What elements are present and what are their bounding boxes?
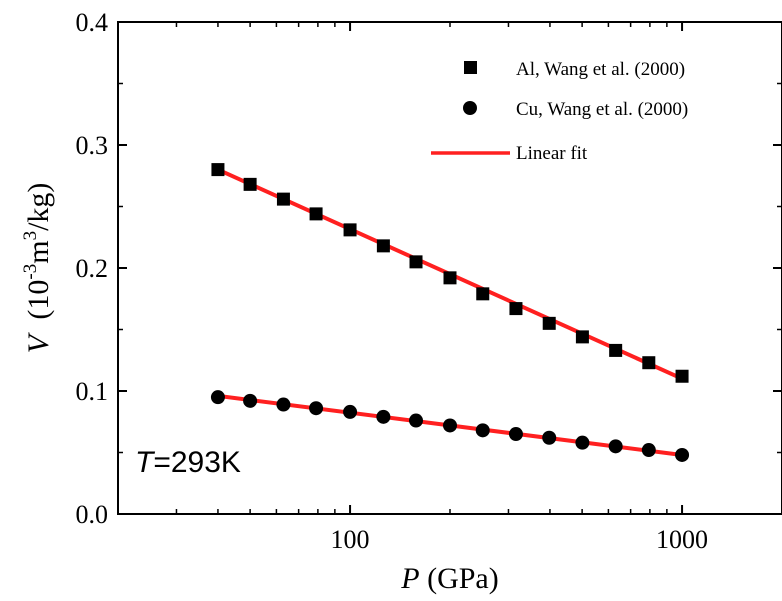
data-point-al xyxy=(276,192,290,206)
data-point-cu xyxy=(508,427,523,442)
y-axis-title: V (10-3m3/kg) xyxy=(20,183,55,354)
minor-ticks xyxy=(118,22,782,514)
data-point-al xyxy=(542,316,556,330)
data-point-al xyxy=(409,255,423,269)
y-tick-label: 0.1 xyxy=(76,377,109,406)
data-point-cu xyxy=(542,430,557,445)
data-markers xyxy=(210,163,690,462)
fit-lines xyxy=(215,167,685,457)
plot-frame xyxy=(117,21,782,515)
x-axis-var: P xyxy=(400,562,419,595)
y-tick-label: 0.2 xyxy=(76,254,109,283)
annotation-var: T xyxy=(135,446,156,479)
data-point-al xyxy=(211,163,225,177)
data-point-cu xyxy=(475,423,490,438)
data-point-cu xyxy=(309,401,324,416)
y-axis-var: V xyxy=(22,331,55,353)
data-point-cu xyxy=(243,393,258,408)
data-point-al xyxy=(675,369,689,383)
y-axis-sup1: -3 xyxy=(20,264,41,280)
data-point-al xyxy=(476,287,490,301)
data-point-al xyxy=(309,207,323,221)
legend-marker-square xyxy=(464,61,477,74)
data-point-cu xyxy=(675,447,690,462)
data-point-al xyxy=(443,271,457,285)
x-tick-label: 100 xyxy=(331,525,370,554)
data-point-al xyxy=(376,239,390,253)
data-point-al xyxy=(343,223,357,237)
data-point-al xyxy=(509,302,523,316)
x-axis-unit: (GPa) xyxy=(427,562,499,595)
data-point-cu xyxy=(343,404,358,419)
temperature-annotation: T=293K xyxy=(135,446,241,479)
data-point-cu xyxy=(575,435,590,450)
y-axis-unit-pre: (10 xyxy=(22,280,55,320)
data-point-cu xyxy=(443,418,457,433)
legend-marker-circle xyxy=(463,101,477,115)
y-tick-label: 0.0 xyxy=(76,500,109,529)
annotation-text: =293K xyxy=(153,446,241,479)
data-point-al xyxy=(243,177,257,191)
data-point-cu xyxy=(276,397,291,412)
x-tick-label: 1000 xyxy=(656,525,708,554)
legend: Al, Wang et al. (2000) Cu, Wang et al. (… xyxy=(431,59,688,164)
x-axis-title: P (GPa) xyxy=(400,562,498,595)
data-point-al xyxy=(642,356,656,370)
data-point-cu xyxy=(641,443,656,458)
data-point-cu xyxy=(210,390,225,405)
data-point-cu xyxy=(409,413,424,428)
data-point-cu xyxy=(608,439,623,454)
data-point-cu xyxy=(376,409,391,424)
legend-label-fit: Linear fit xyxy=(516,143,588,164)
legend-label-cu: Cu, Wang et al. (2000) xyxy=(516,99,688,120)
y-tick-label: 0.4 xyxy=(76,8,109,37)
data-point-al xyxy=(609,343,623,357)
axis-ticks: 0.0 0.1 0.2 0.3 0.4 100 1000 xyxy=(76,8,782,554)
data-point-al xyxy=(575,330,589,344)
y-tick-label: 0.3 xyxy=(76,131,109,160)
y-axis-unit-mid: m xyxy=(22,240,55,263)
legend-label-al: Al, Wang et al. (2000) xyxy=(516,59,685,80)
y-axis-unit-post: /kg) xyxy=(22,183,55,231)
y-axis-sup2: 3 xyxy=(20,231,41,241)
